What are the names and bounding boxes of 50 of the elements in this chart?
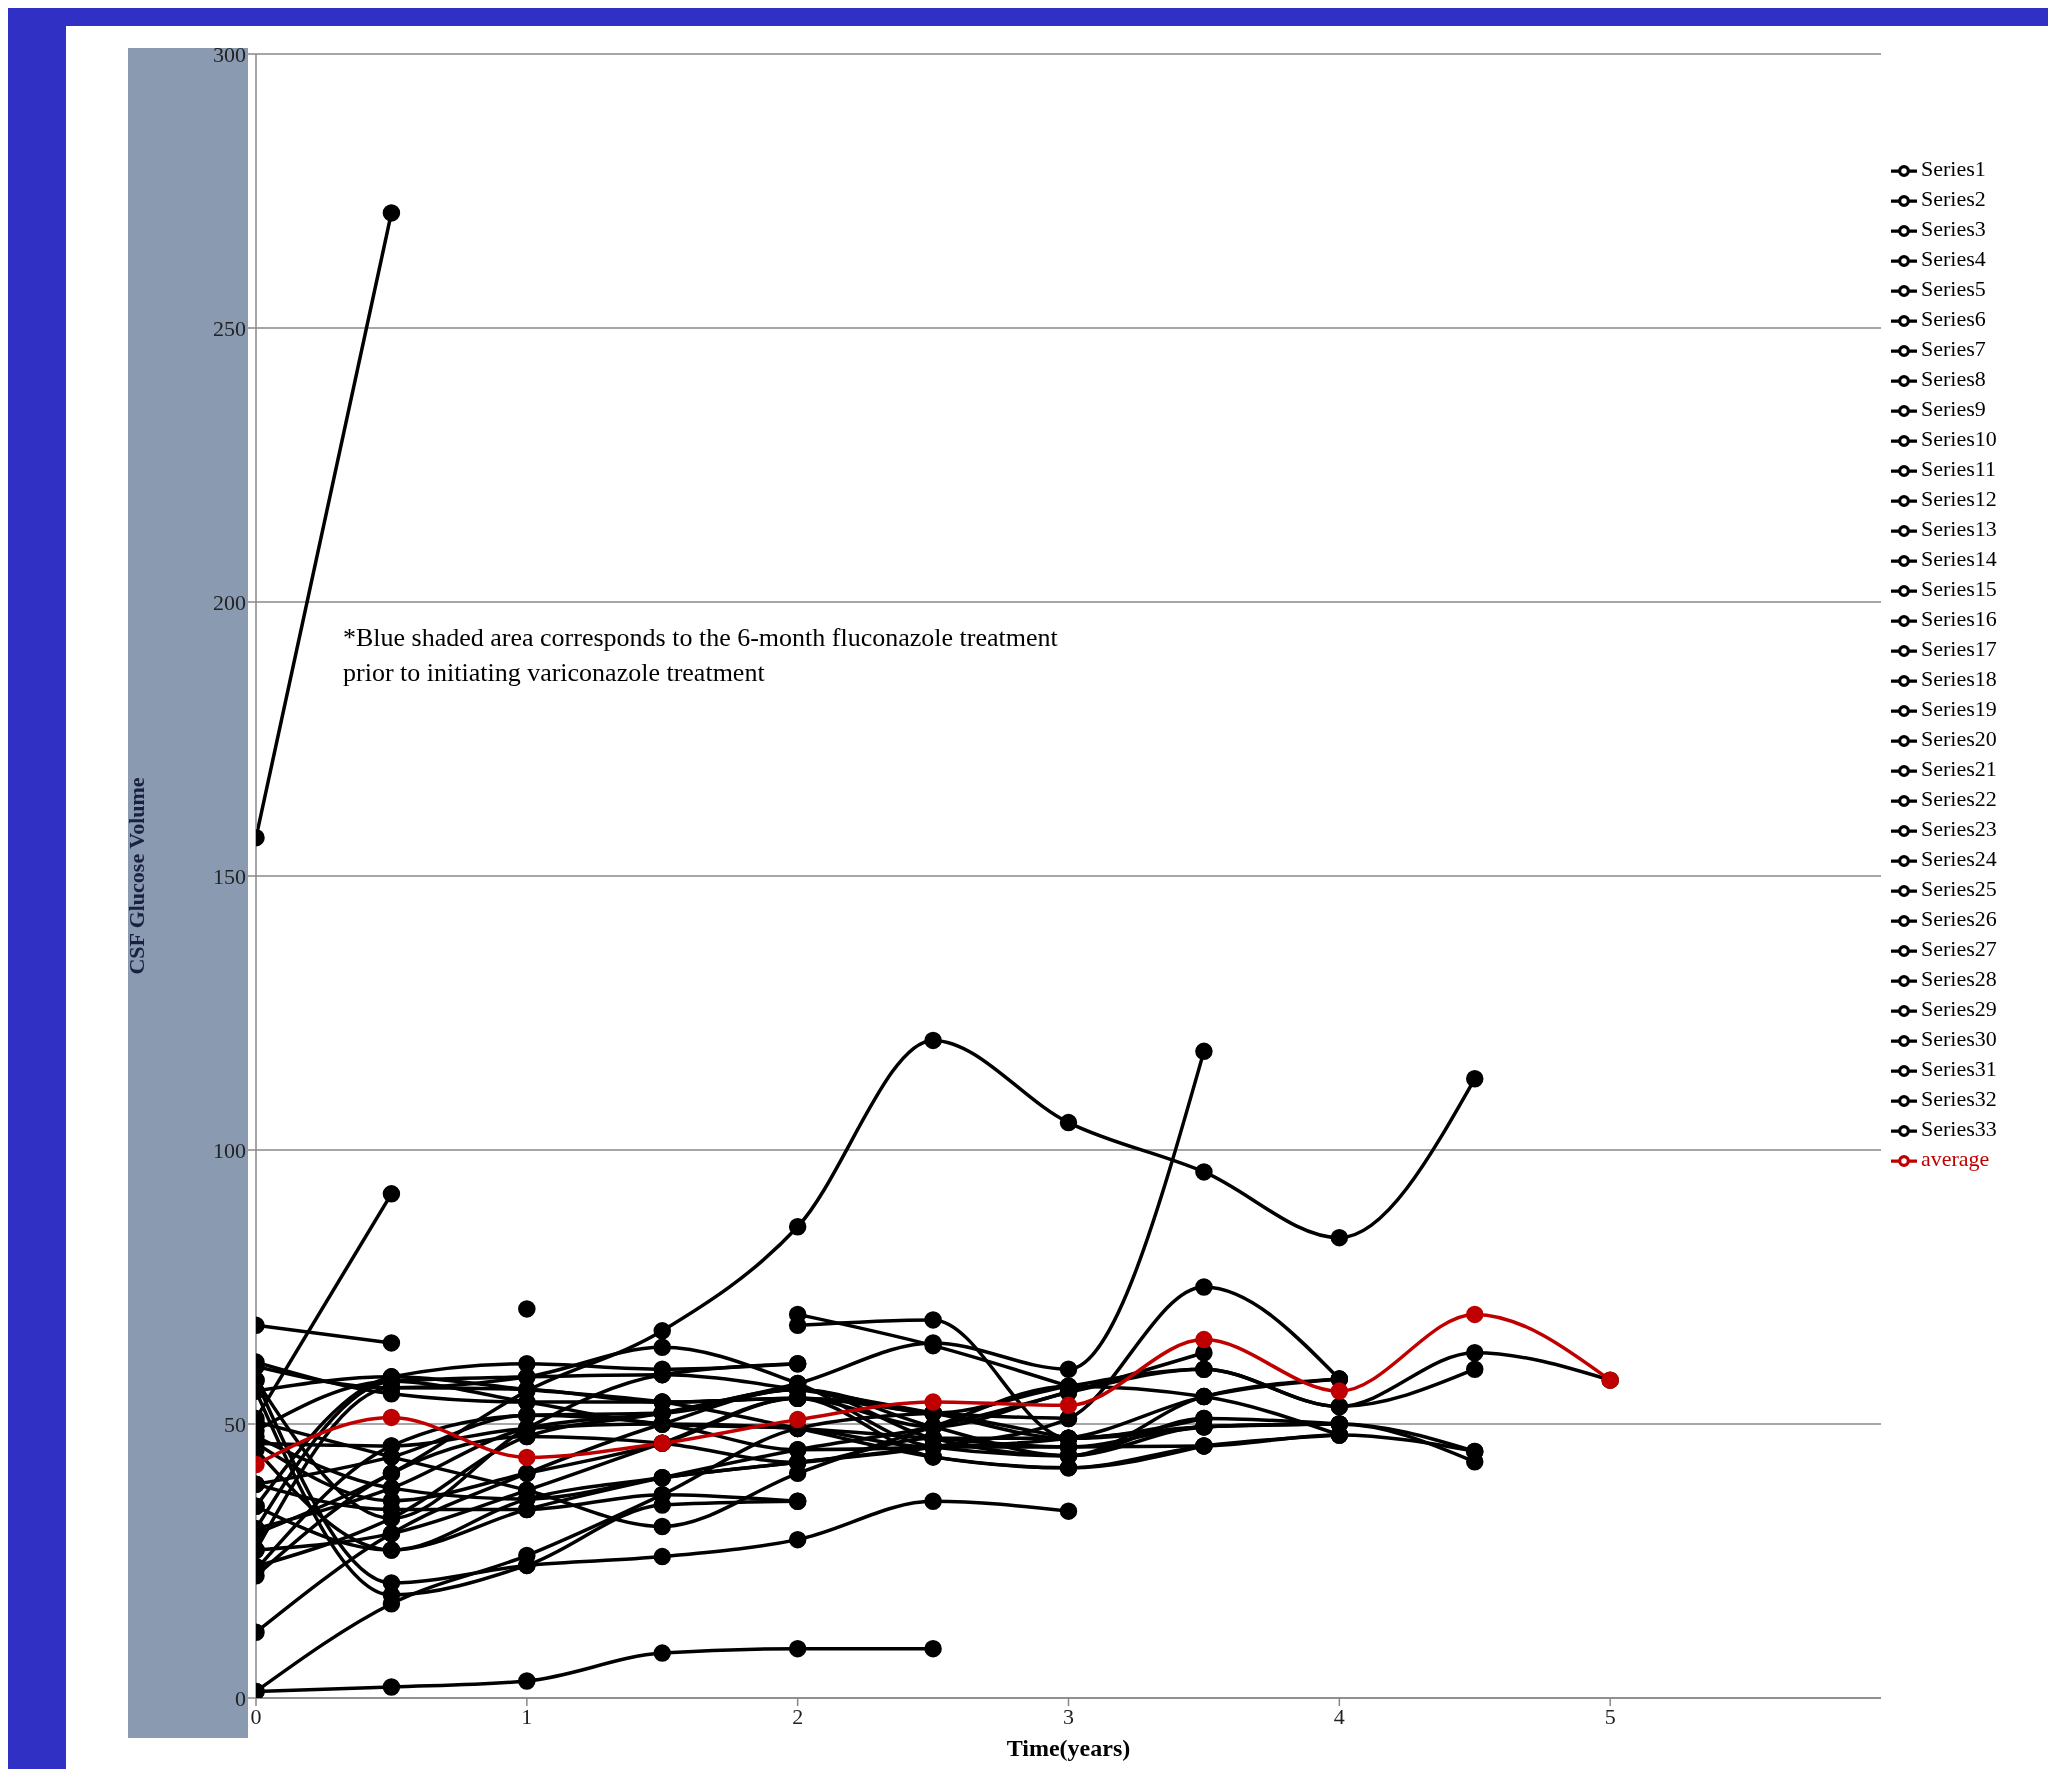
y-tick-label: 300 (213, 41, 246, 67)
y-tick-label: 150 (213, 863, 246, 889)
legend-label: Series29 (1921, 996, 1997, 1021)
legend-label: Series20 (1921, 726, 1997, 751)
legend-label: Series4 (1921, 246, 1986, 271)
legend-label: Series21 (1921, 756, 1997, 781)
legend-label: Series16 (1921, 606, 1997, 631)
legend-label: Series12 (1921, 486, 1997, 511)
legend-label: Series31 (1921, 1056, 1997, 1081)
legend-label: Series30 (1921, 1026, 1997, 1051)
legend-label: Series7 (1921, 336, 1986, 361)
legend-label: Series23 (1921, 816, 1997, 841)
x-tick-label: 5 (1604, 1703, 1616, 1729)
y-tick-label: 0 (235, 1685, 246, 1711)
x-axis-title: Time(years) (1006, 1735, 1131, 1761)
legend-label: Series8 (1921, 366, 1986, 391)
legend-label: Series18 (1921, 666, 1997, 691)
legend-label: Series22 (1921, 786, 1997, 811)
legend-label: Series28 (1921, 966, 1997, 991)
legend-label: Series9 (1921, 396, 1986, 421)
x-tick-label: 4 (1333, 1703, 1345, 1729)
legend-label: Series25 (1921, 876, 1997, 901)
annotation: *Blue shaded area corresponds to the 6-month fluconazole treatment prior to initiating variconazole treatment (343, 622, 1059, 689)
y-axis-title: CSF Glucose Volume (123, 777, 149, 975)
x-tick-label: 1 (521, 1703, 533, 1729)
legend-label: Series33 (1921, 1116, 1997, 1141)
legend-label: Series17 (1921, 636, 1997, 661)
legend-label: Series11 (1921, 456, 1996, 481)
y-tick-label: 50 (224, 1411, 246, 1437)
legend-label: Series13 (1921, 516, 1997, 541)
legend-label: Series14 (1921, 546, 1997, 571)
legend-label: Series1 (1921, 156, 1986, 181)
legend-label: average (1921, 1146, 1990, 1171)
y-tick-label: 200 (213, 589, 246, 615)
y-tick-label: 250 (213, 315, 246, 341)
legend-label: Series2 (1921, 186, 1986, 211)
legend-label: Series10 (1921, 426, 1997, 451)
legend-label: Series27 (1921, 936, 1997, 961)
legend-label: Series3 (1921, 216, 1986, 241)
legend-label: Series26 (1921, 906, 1997, 931)
y-tick-label: 100 (213, 1137, 246, 1163)
x-tick-label: 3 (1063, 1703, 1074, 1729)
legend-label: Series19 (1921, 696, 1997, 721)
x-tick-label: 0 (250, 1703, 262, 1729)
legend-label: Series24 (1921, 846, 1997, 871)
x-tick-label: 2 (792, 1703, 804, 1729)
legend-label: Series15 (1921, 576, 1997, 601)
legend-label: Series6 (1921, 306, 1986, 331)
legend-label: Series5 (1921, 276, 1986, 301)
legend-label: Series32 (1921, 1086, 1997, 1111)
